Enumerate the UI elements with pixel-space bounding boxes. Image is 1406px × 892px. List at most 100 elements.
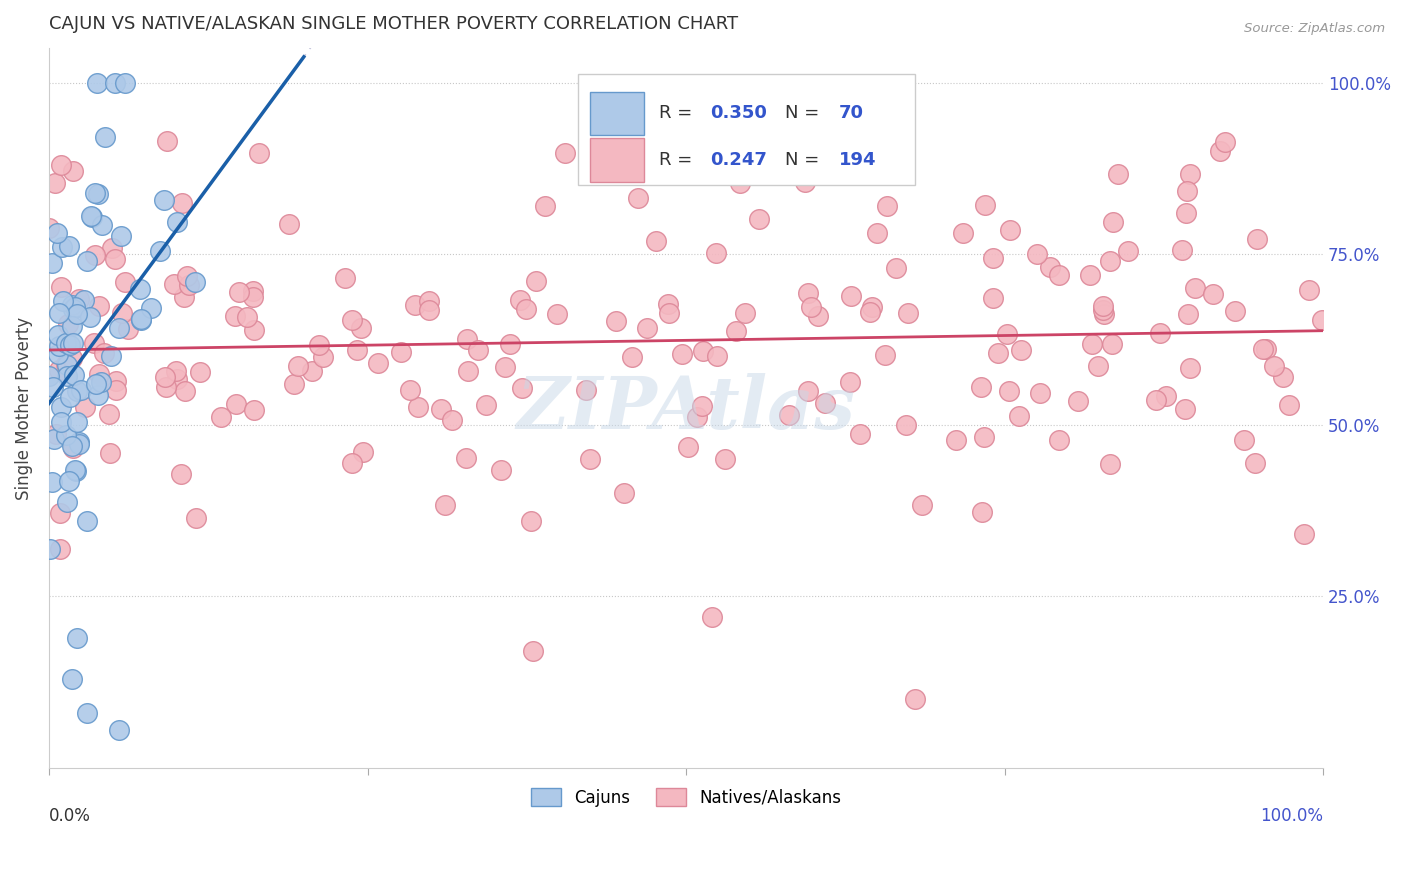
Point [510, 381, 533, 395]
Point [156, 134, 179, 148]
Point [48, 363, 70, 377]
Point [1026, 247, 1049, 261]
Point [70, 384, 93, 398]
Point [645, 234, 668, 248]
Point [1039, 260, 1062, 274]
Point [93, 345, 115, 359]
Point [51, 415, 73, 429]
Text: N =: N = [786, 104, 825, 122]
Point [524, 274, 547, 288]
Point [59, 338, 82, 352]
Point [162, 277, 184, 292]
Point [520, 514, 543, 528]
Point [406, 400, 429, 414]
Point [38, 221, 60, 235]
Point [1298, 283, 1320, 297]
Point [105, 383, 128, 397]
Point [494, 359, 516, 374]
Point [177, 278, 200, 293]
Point [155, 380, 177, 394]
Point [45, 227, 67, 241]
Point [839, 375, 862, 389]
Point [73, 400, 96, 414]
Point [1010, 343, 1032, 358]
Point [579, 451, 602, 466]
Point [1251, 342, 1274, 356]
Point [457, 364, 479, 378]
Point [433, 498, 456, 512]
Point [1246, 232, 1268, 246]
Point [55, 495, 77, 509]
Point [62, 164, 84, 178]
Point [83, 247, 105, 261]
Point [209, 410, 232, 425]
Point [247, 146, 270, 161]
Point [1107, 167, 1129, 181]
Point [224, 309, 246, 323]
Point [86, 387, 108, 401]
Point [866, 227, 889, 241]
Point [1256, 342, 1278, 356]
Point [152, 193, 174, 207]
Point [724, 324, 747, 338]
Point [56, 358, 79, 372]
Point [1029, 386, 1052, 401]
Point [60, 672, 83, 686]
Point [1223, 303, 1246, 318]
Point [367, 356, 389, 370]
Text: 70: 70 [839, 104, 863, 122]
Point [621, 350, 644, 364]
Point [44, 176, 66, 190]
Point [63, 300, 86, 314]
Point [1078, 268, 1101, 282]
Point [141, 301, 163, 315]
Text: 0.350: 0.350 [710, 104, 768, 122]
Point [55, 427, 77, 442]
Point [41, 475, 63, 490]
Point [73, 293, 96, 307]
Point [350, 321, 373, 335]
Point [884, 261, 907, 276]
Point [67, 437, 90, 451]
Point [797, 286, 820, 301]
Point [1154, 389, 1177, 403]
Point [1174, 205, 1197, 219]
Point [49, 506, 72, 520]
Point [311, 350, 333, 364]
Point [82, 210, 104, 224]
Point [1278, 398, 1301, 412]
Point [166, 215, 188, 229]
Point [91, 219, 114, 233]
Point [236, 310, 259, 324]
Point [49, 541, 72, 556]
Point [58, 474, 80, 488]
Point [60, 439, 83, 453]
Point [1149, 326, 1171, 340]
Point [678, 440, 700, 454]
FancyBboxPatch shape [591, 92, 644, 135]
Point [58, 239, 80, 253]
Point [186, 511, 208, 525]
Point [418, 294, 440, 309]
Point [243, 323, 266, 337]
Point [897, 305, 920, 319]
Point [41, 256, 63, 270]
Point [108, 723, 131, 737]
Point [67, 434, 90, 449]
Point [128, 282, 150, 296]
Point [80, 209, 103, 223]
Point [692, 344, 714, 359]
Point [399, 383, 422, 397]
Point [404, 298, 426, 312]
Point [66, 415, 89, 429]
Point [129, 313, 152, 327]
Point [55, 335, 77, 350]
Point [228, 285, 250, 300]
Point [104, 252, 127, 267]
Point [172, 195, 194, 210]
Point [111, 306, 134, 320]
Text: R =: R = [659, 151, 699, 169]
Point [849, 427, 872, 442]
Legend: Cajuns, Natives/Alaskans: Cajuns, Natives/Alaskans [524, 781, 848, 814]
Point [55, 357, 77, 371]
